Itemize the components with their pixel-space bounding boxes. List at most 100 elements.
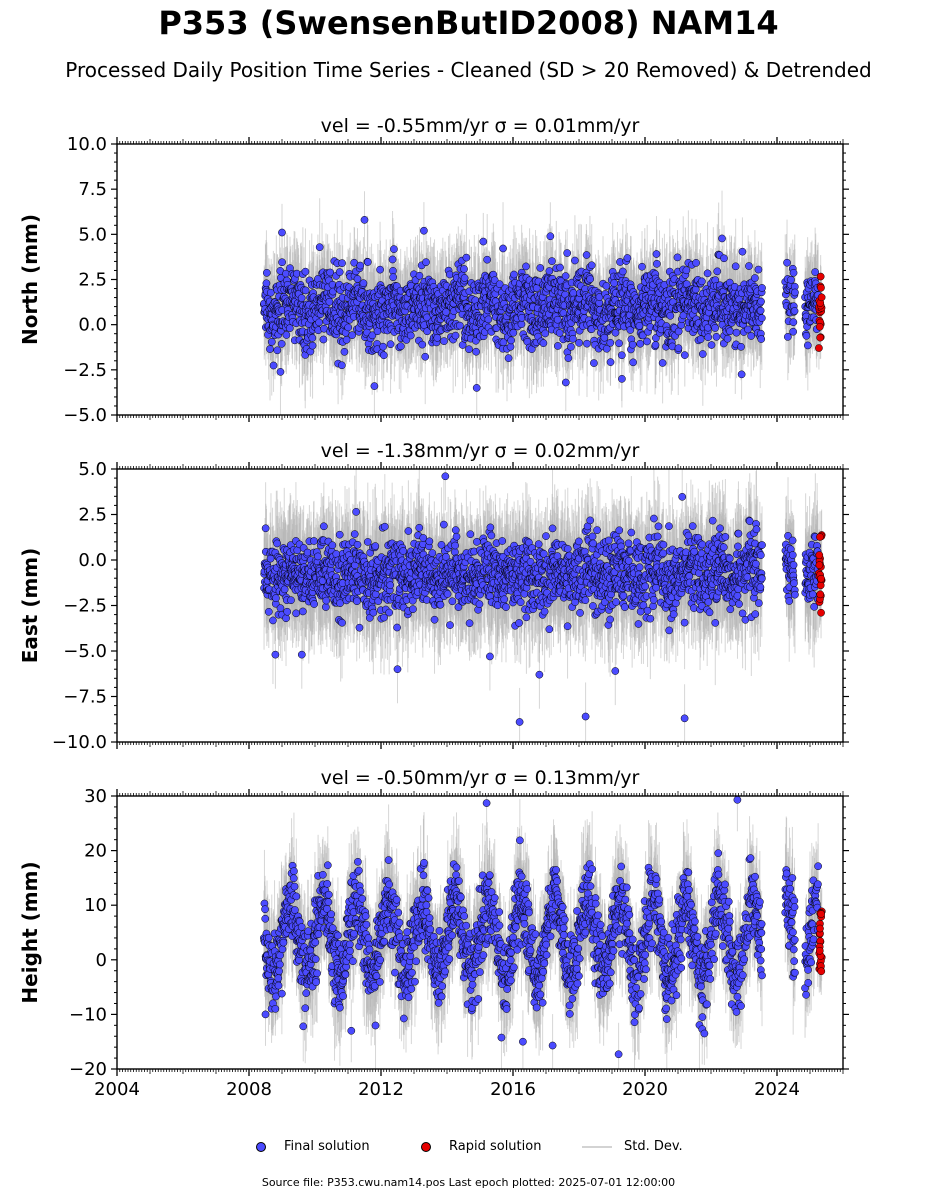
final-point — [561, 272, 570, 280]
final-point — [757, 297, 765, 306]
final-point — [638, 262, 646, 271]
final-point — [423, 327, 432, 336]
final-point — [267, 338, 276, 346]
final-point — [615, 339, 623, 348]
final-point — [626, 326, 635, 334]
final-point — [389, 273, 397, 282]
final-point — [344, 323, 353, 332]
final-point — [569, 334, 577, 343]
final-point — [692, 259, 700, 267]
final-point — [666, 311, 675, 320]
points — [260, 216, 826, 392]
final-point — [388, 255, 397, 264]
charts-svg: vel = -0.55mm/yr σ = 0.01mm/yr North (mm)… — [18, 115, 849, 1100]
final-point — [783, 333, 792, 341]
final-point — [587, 261, 596, 270]
final-point — [456, 321, 464, 330]
final-point — [297, 294, 306, 302]
final-point — [269, 361, 278, 370]
final-point — [541, 329, 550, 338]
final-point — [674, 327, 683, 336]
final-point — [348, 331, 357, 339]
final-point — [756, 306, 765, 315]
final-point — [629, 358, 637, 367]
final-point — [460, 265, 468, 273]
final-point — [509, 328, 518, 337]
final-point — [713, 267, 722, 276]
final-point — [606, 338, 615, 347]
final-point — [610, 279, 618, 287]
final-point — [586, 275, 595, 283]
final-point — [420, 226, 428, 235]
final-point — [704, 333, 713, 342]
final-point — [335, 268, 344, 276]
final-point — [266, 288, 275, 297]
chart-subtitle: Processed Daily Position Time Series - C… — [65, 58, 872, 82]
final-point — [653, 259, 661, 268]
final-point — [285, 324, 294, 333]
final-point — [567, 343, 575, 351]
final-point — [673, 253, 682, 262]
final-point — [379, 342, 387, 351]
y-tick-label: −2.5 — [63, 360, 107, 381]
final-point — [548, 257, 556, 265]
final-point — [356, 261, 365, 270]
final-point — [787, 275, 795, 284]
final-point — [499, 244, 507, 253]
final-point — [789, 268, 798, 277]
final-point — [262, 268, 271, 277]
final-point — [554, 342, 562, 350]
final-point — [737, 370, 746, 379]
final-point — [720, 254, 728, 263]
final-point — [789, 318, 798, 327]
final-point — [744, 325, 752, 334]
final-point — [422, 258, 430, 267]
chart-title: P353 (SwensenButID2008) NAM14 — [158, 4, 779, 42]
final-point — [465, 345, 473, 354]
final-point — [506, 342, 515, 351]
final-point — [712, 332, 721, 341]
final-point — [652, 250, 661, 258]
final-point — [262, 279, 271, 288]
final-point — [556, 263, 564, 272]
final-point — [789, 327, 798, 336]
final-point — [326, 268, 335, 277]
final-point — [421, 352, 430, 361]
final-point — [451, 331, 460, 340]
y-axis-label: North (mm) — [18, 214, 42, 345]
final-point — [539, 339, 548, 347]
final-point — [757, 335, 766, 343]
final-point — [484, 315, 493, 324]
final-point — [732, 328, 741, 337]
final-point — [696, 335, 705, 344]
final-point — [282, 331, 291, 339]
final-point — [479, 237, 488, 246]
final-point — [803, 341, 812, 350]
rapid-point — [816, 272, 825, 281]
final-point — [582, 251, 591, 259]
final-point — [680, 351, 689, 359]
final-point — [301, 267, 310, 276]
final-point — [602, 282, 611, 290]
final-point — [564, 354, 573, 362]
y-tick-label: 7.5 — [78, 179, 107, 200]
final-point — [618, 267, 627, 276]
final-point — [611, 328, 620, 337]
panel-title: vel = -0.55mm/yr σ = 0.01mm/yr — [321, 115, 640, 137]
final-point — [397, 342, 405, 351]
final-point — [553, 315, 562, 324]
final-point — [353, 275, 362, 283]
final-point — [697, 277, 706, 286]
y-tick-label: 0.0 — [78, 315, 107, 336]
final-point — [802, 331, 811, 340]
final-point — [738, 247, 747, 256]
final-point — [433, 334, 442, 342]
final-point — [308, 334, 317, 342]
final-point — [618, 375, 626, 383]
final-point — [462, 253, 471, 262]
final-point — [790, 307, 799, 315]
final-point — [569, 289, 578, 297]
final-point — [737, 342, 745, 351]
final-point — [319, 335, 328, 344]
final-point — [636, 339, 645, 348]
